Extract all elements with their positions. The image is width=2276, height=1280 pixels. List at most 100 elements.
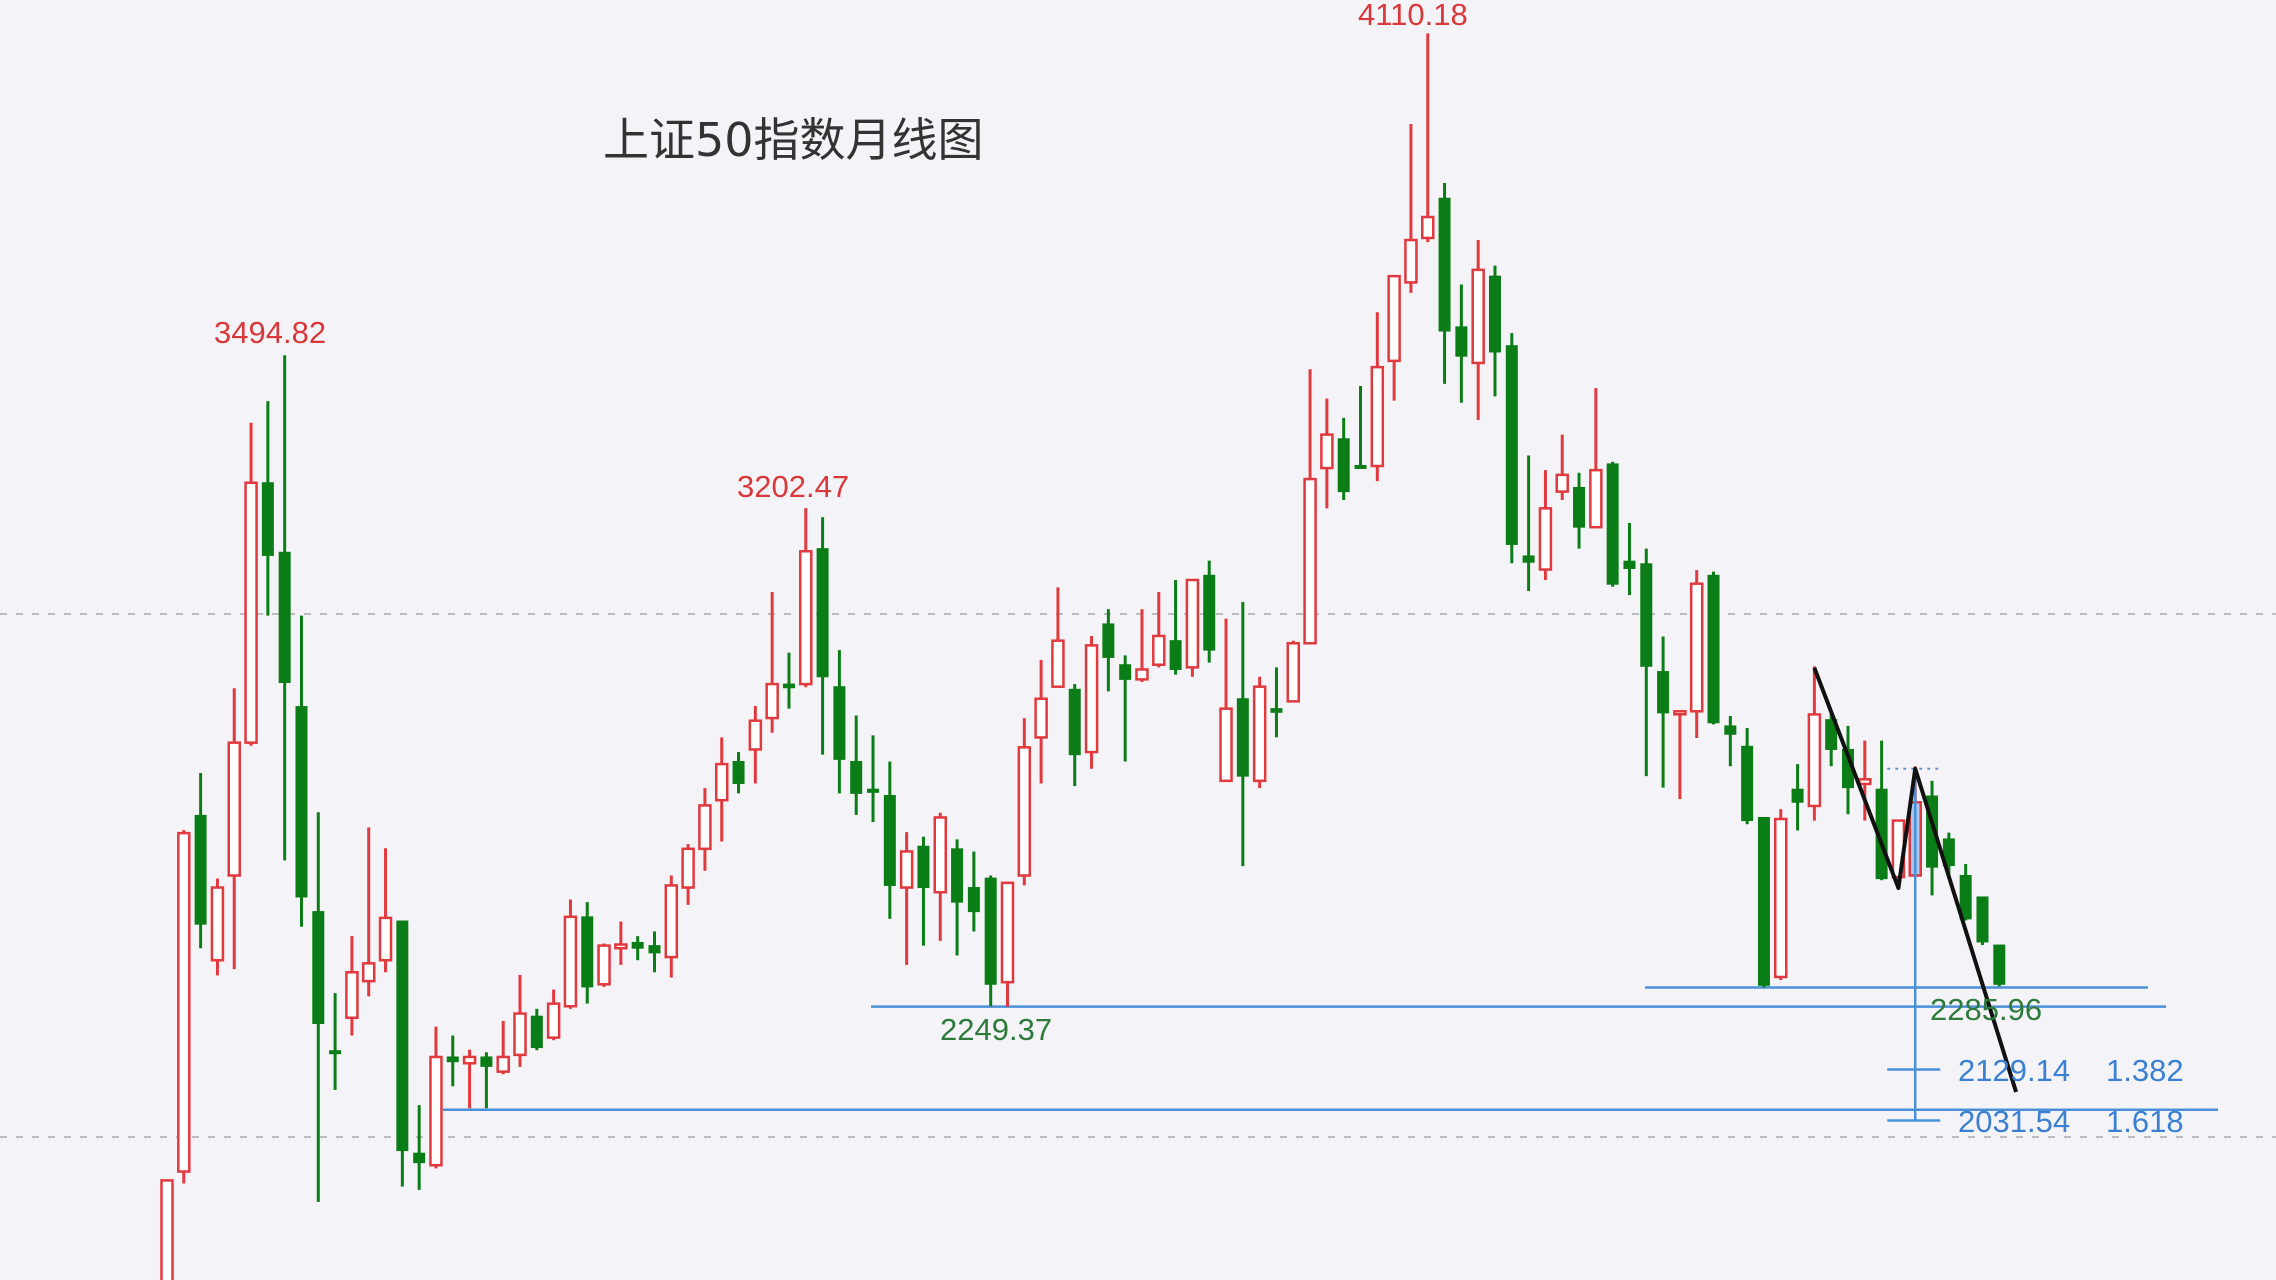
candle-body <box>1236 698 1249 777</box>
candle <box>1807 666 1822 821</box>
candle-body <box>1657 671 1670 714</box>
candle-body <box>480 1056 493 1067</box>
candle <box>1119 655 1132 762</box>
candle <box>1488 265 1501 397</box>
candle-body <box>664 884 679 959</box>
candle <box>899 832 914 965</box>
candle-body <box>1538 507 1553 571</box>
candle-body <box>345 971 359 1020</box>
candle <box>177 829 191 1184</box>
candle <box>480 1052 493 1109</box>
candle <box>1337 417 1350 500</box>
candle <box>244 422 258 746</box>
chart-title: 上证50指数月线图 <box>603 113 984 167</box>
candle <box>496 1020 510 1075</box>
candle-body <box>1993 944 2006 985</box>
candle <box>631 936 644 961</box>
candle <box>1791 764 1804 831</box>
candle <box>581 902 594 1004</box>
candle <box>1152 592 1166 668</box>
candle <box>917 836 930 946</box>
candle-body <box>1000 881 1015 984</box>
candle-body <box>833 686 846 760</box>
candle-body <box>1791 788 1804 803</box>
candle <box>227 688 241 970</box>
candle-body <box>1135 668 1149 681</box>
candle-body <box>1959 875 1972 920</box>
candle-body <box>194 814 207 925</box>
candle-body <box>883 794 896 886</box>
candle-body <box>648 945 661 954</box>
gridlines <box>0 613 2276 1138</box>
candle <box>1640 548 1653 777</box>
candle-body <box>1689 582 1704 713</box>
candle <box>261 401 274 616</box>
candle <box>698 788 712 871</box>
candle-body <box>1034 697 1048 739</box>
candle <box>1034 660 1048 784</box>
candle <box>295 615 308 927</box>
candle <box>1185 578 1200 677</box>
candle-body <box>1623 560 1636 569</box>
candle <box>1000 881 1015 1007</box>
candle-body <box>1640 563 1653 667</box>
candle <box>1252 676 1267 789</box>
candle-body <box>1807 713 1822 808</box>
candle-body <box>1102 623 1115 658</box>
candle <box>429 1026 443 1169</box>
candle-body <box>1455 326 1468 357</box>
candle <box>951 839 964 956</box>
candles <box>160 33 2006 1280</box>
candle-body <box>984 877 997 985</box>
candle-body <box>1354 464 1367 469</box>
candle <box>1370 312 1385 482</box>
candle-body <box>462 1055 477 1065</box>
candle <box>1673 710 1687 800</box>
label-fib-ratio-1: 1.382 <box>2106 1053 2184 1088</box>
candle <box>984 875 997 1007</box>
candle <box>883 761 896 919</box>
candle-body <box>597 944 611 986</box>
candle <box>278 355 291 861</box>
candle <box>1017 718 1032 886</box>
candle <box>413 1105 426 1190</box>
candle-body <box>850 760 863 794</box>
candle <box>597 943 611 987</box>
label-fib-price-1: 2129.14 <box>1958 1053 2070 1088</box>
candle <box>1455 284 1468 403</box>
candle <box>1555 434 1569 500</box>
candle <box>312 812 325 1202</box>
candle-body <box>1757 816 1770 986</box>
candle-body <box>951 848 964 903</box>
candle <box>1707 571 1720 725</box>
candle-body <box>1185 578 1200 669</box>
candle <box>1757 816 1770 988</box>
candle <box>1270 667 1283 738</box>
candle <box>614 921 628 965</box>
candle <box>1976 896 1989 946</box>
candle <box>1993 944 2006 987</box>
candle-body <box>396 920 409 1152</box>
candle <box>1589 388 1603 529</box>
candle-body <box>867 788 880 793</box>
candle <box>1286 640 1301 703</box>
candle <box>1169 580 1182 675</box>
candle-body <box>513 1012 527 1057</box>
candle <box>732 752 745 794</box>
candle <box>361 827 376 997</box>
label-high-3494: 3494.82 <box>214 315 326 350</box>
candle-body <box>1320 433 1334 470</box>
candle <box>1825 712 1838 767</box>
candle-body <box>1169 640 1182 670</box>
candle-body <box>227 741 241 877</box>
candle <box>1438 183 1451 384</box>
candle-body <box>933 816 948 894</box>
candle <box>1303 369 1317 645</box>
label-fib-ratio-2: 1.618 <box>2106 1104 2184 1139</box>
candle-body <box>1438 197 1451 332</box>
candle <box>513 974 527 1067</box>
candle <box>967 851 980 932</box>
candle-body <box>765 682 779 720</box>
candle-body <box>1606 463 1619 585</box>
